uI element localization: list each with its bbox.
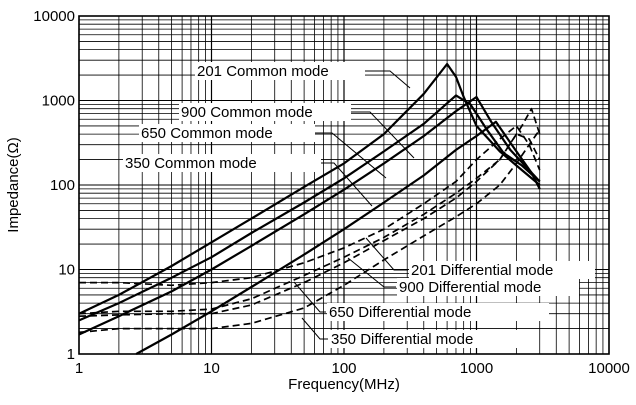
plot-frame xyxy=(78,15,610,355)
y-tick-label: 1 xyxy=(67,346,75,363)
leader-350-diff xyxy=(301,317,328,340)
y-axis-label: Impedance(Ω) xyxy=(5,137,22,232)
x-tick-label: 10 xyxy=(203,360,220,377)
y-tick-label: 10 xyxy=(58,262,75,279)
leader-650-diff xyxy=(293,281,326,313)
leader-900-common xyxy=(350,111,415,159)
annotation-900-diff: 900 Differential mode xyxy=(399,279,541,296)
series-line-900-common-mode xyxy=(78,94,541,322)
leader-650-common xyxy=(314,132,387,179)
annotation-boxes xyxy=(123,62,595,348)
series-line-350-common-mode xyxy=(135,120,541,355)
leader-201-common xyxy=(364,70,411,89)
x-tick-label: 100 xyxy=(331,360,356,377)
series-line-650-common-mode xyxy=(78,95,541,336)
series-line-201-differential-mode xyxy=(79,125,541,287)
x-tick-label: 10000 xyxy=(588,360,630,377)
annotation-labels: 201 Common mode 900 Common mode 650 Comm… xyxy=(125,63,553,348)
x-tick-label: 1000 xyxy=(460,360,493,377)
annotation-650-common: 650 Common mode xyxy=(141,125,273,142)
annotation-900-common: 900 Common mode xyxy=(181,104,313,121)
series-line-201-common-mode xyxy=(78,62,541,315)
series-layer xyxy=(78,62,541,355)
annotation-350-diff: 350 Differential mode xyxy=(331,331,473,348)
leader-900-diff xyxy=(347,257,396,288)
leader-201-diff xyxy=(365,237,408,271)
x-axis-label: Frequency(MHz) xyxy=(288,376,400,393)
y-tick-label: 10000 xyxy=(33,8,75,25)
leader-350-common xyxy=(320,162,373,207)
annotation-leaders xyxy=(293,70,415,340)
series-line-350-differential-mode xyxy=(78,129,541,334)
y-tick-label: 100 xyxy=(50,177,75,194)
series-line-650-differential-mode xyxy=(78,133,541,318)
annotation-201-common: 201 Common mode xyxy=(197,63,329,80)
y-tick-label: 1000 xyxy=(42,93,75,110)
annotation-650-diff: 650 Differential mode xyxy=(329,304,471,321)
annotation-201-diff: 201 Differential mode xyxy=(411,262,553,279)
tick-layer: 1 10 100 1000 10000 1 10 100 1000 10000 xyxy=(33,8,630,377)
annotation-350-common: 350 Common mode xyxy=(125,155,257,172)
x-tick-label: 1 xyxy=(75,360,83,377)
